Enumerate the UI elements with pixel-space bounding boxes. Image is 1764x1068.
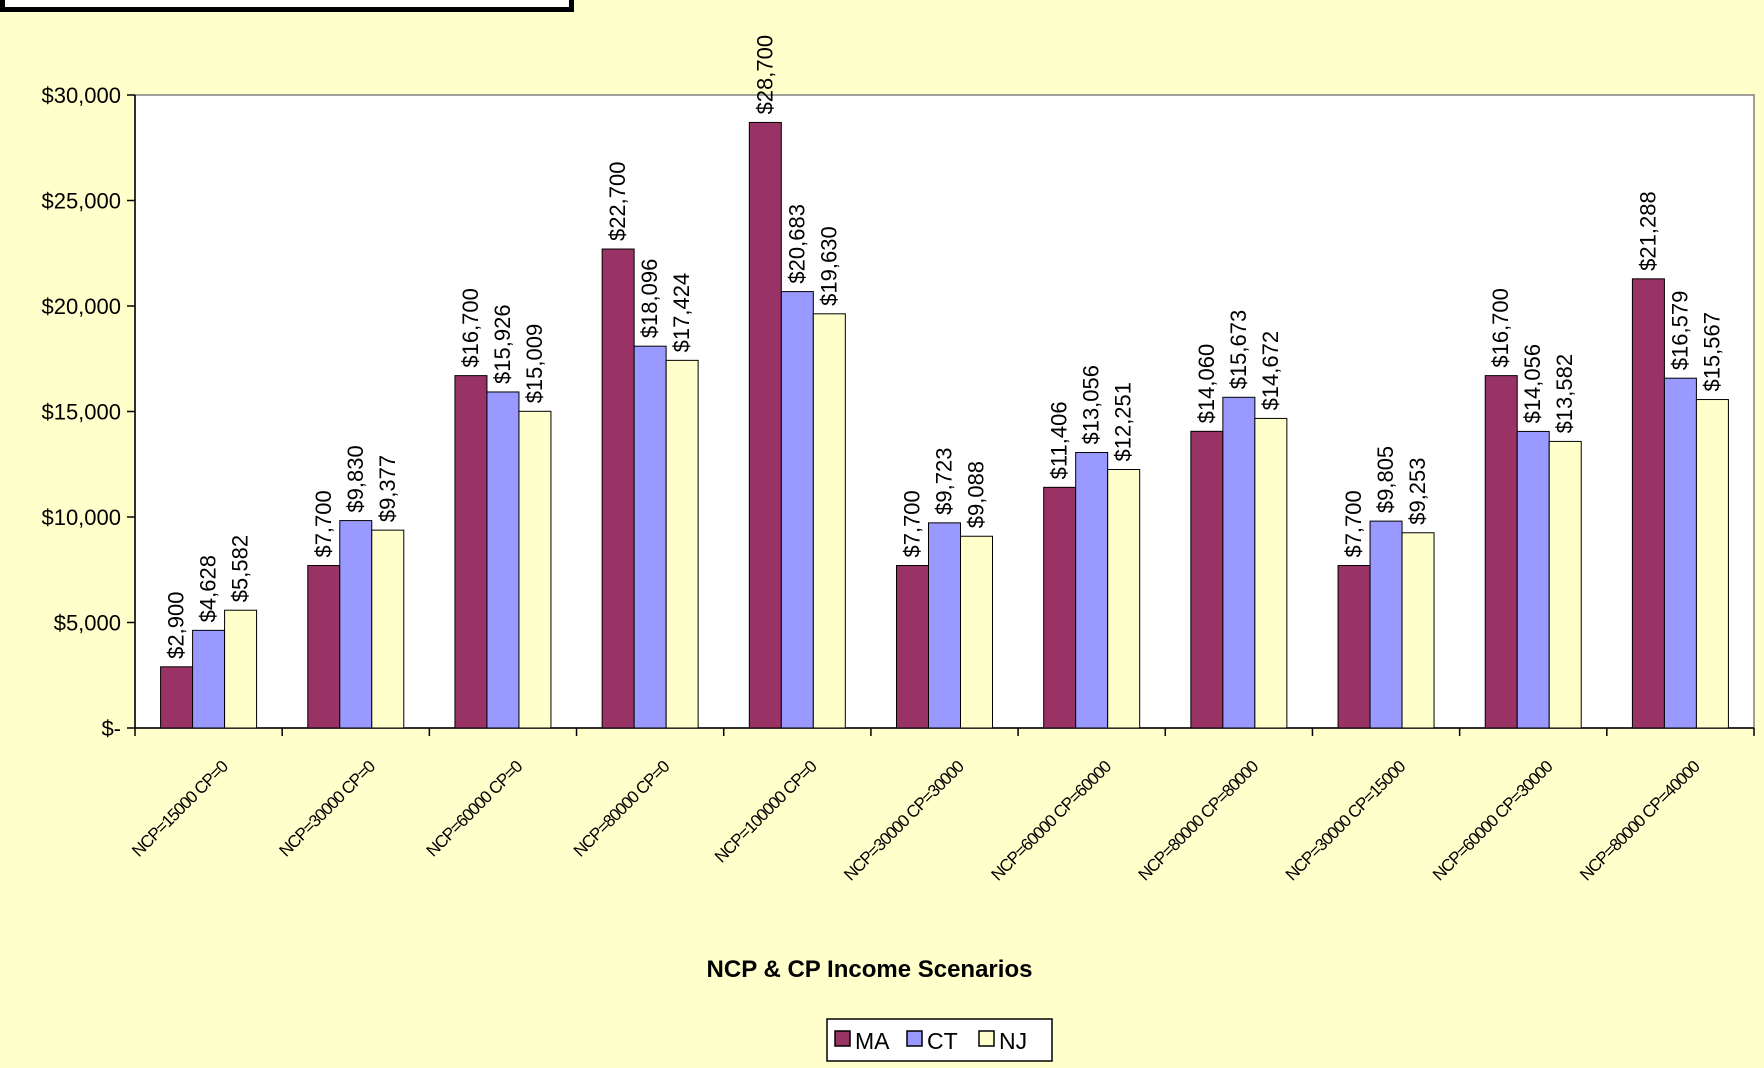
bar bbox=[1663, 377, 1697, 729]
bar bbox=[601, 248, 635, 729]
data-label: $9,830 bbox=[343, 445, 368, 512]
bar bbox=[1548, 440, 1582, 729]
data-label: $9,377 bbox=[375, 455, 400, 522]
data-label: $14,056 bbox=[1520, 344, 1545, 424]
bar bbox=[339, 520, 373, 729]
legend-label-ct: CT bbox=[927, 1028, 958, 1054]
bar bbox=[960, 535, 993, 729]
y-tick-label: $5,000 bbox=[54, 611, 121, 636]
data-label: $15,567 bbox=[1699, 312, 1724, 392]
data-label: $16,700 bbox=[458, 288, 483, 368]
data-label: $13,056 bbox=[1079, 365, 1104, 445]
bar bbox=[454, 375, 488, 729]
x-tick-label: NCP=30000 CP=30000 bbox=[840, 757, 967, 884]
x-tick-label: NCP=80000 CP=40000 bbox=[1576, 757, 1703, 884]
data-label: $9,253 bbox=[1405, 457, 1430, 524]
data-label: $18,096 bbox=[637, 259, 662, 339]
data-label: $5,582 bbox=[228, 535, 253, 602]
bar bbox=[928, 522, 961, 729]
title-box bbox=[0, 0, 574, 12]
bar bbox=[192, 629, 226, 729]
bar bbox=[1401, 532, 1435, 729]
legend bbox=[826, 1018, 1053, 1062]
x-tick-label: NCP=80000 CP=0 bbox=[570, 757, 673, 860]
y-tick-label: $30,000 bbox=[41, 83, 121, 108]
data-label: $2,900 bbox=[164, 592, 189, 659]
bar bbox=[1631, 278, 1665, 729]
bar bbox=[1695, 399, 1729, 729]
bar bbox=[1516, 430, 1550, 729]
bar bbox=[748, 121, 782, 729]
bar bbox=[633, 345, 667, 729]
bar bbox=[1369, 520, 1403, 729]
data-label: $14,672 bbox=[1258, 331, 1283, 411]
bar bbox=[1190, 430, 1224, 729]
data-label: $4,628 bbox=[196, 555, 221, 622]
data-label: $7,700 bbox=[1341, 490, 1366, 557]
legend-swatch-ma bbox=[834, 1030, 851, 1047]
bar bbox=[307, 565, 341, 729]
legend-label-nj: NJ bbox=[999, 1028, 1027, 1054]
y-tick-label: $- bbox=[101, 716, 121, 741]
x-axis-title: NCP & CP Income Scenarios bbox=[707, 956, 1033, 983]
legend-label-ma: MA bbox=[855, 1028, 890, 1054]
bar bbox=[160, 666, 194, 729]
bar bbox=[224, 609, 258, 729]
x-tick-label: NCP=60000 CP=60000 bbox=[987, 757, 1114, 884]
data-label: $9,723 bbox=[932, 448, 957, 515]
bar bbox=[1075, 452, 1109, 729]
data-label: $7,700 bbox=[311, 490, 336, 557]
data-label: $12,251 bbox=[1111, 382, 1136, 462]
x-tick-label: NCP=30000 CP=0 bbox=[275, 757, 378, 860]
y-tick-label: $15,000 bbox=[41, 400, 121, 425]
x-tick-label: NCP=30000 CP=15000 bbox=[1282, 757, 1409, 884]
data-label: $7,700 bbox=[900, 490, 925, 557]
bar bbox=[1254, 417, 1288, 729]
bar bbox=[780, 291, 814, 729]
y-tick-label: $20,000 bbox=[41, 294, 121, 319]
bar bbox=[1337, 565, 1371, 729]
bar bbox=[518, 410, 552, 729]
bar bbox=[1222, 396, 1256, 729]
data-label: $9,088 bbox=[964, 461, 989, 528]
data-label: $20,683 bbox=[784, 204, 809, 284]
data-label: $28,700 bbox=[752, 35, 777, 115]
x-tick-label: NCP=100000 CP=0 bbox=[711, 757, 820, 866]
bar bbox=[1043, 486, 1077, 729]
data-label: $17,424 bbox=[669, 273, 694, 353]
legend-swatch-nj bbox=[978, 1030, 995, 1047]
data-label: $16,700 bbox=[1488, 288, 1513, 368]
data-label: $11,406 bbox=[1047, 401, 1072, 479]
x-tick-label: NCP=80000 CP=80000 bbox=[1135, 757, 1262, 884]
y-tick-label: $10,000 bbox=[41, 505, 121, 530]
legend-swatch-ct bbox=[906, 1030, 923, 1047]
y-tick-label: $25,000 bbox=[41, 189, 121, 214]
bar bbox=[665, 359, 699, 729]
bar bbox=[812, 313, 846, 729]
data-label: $9,805 bbox=[1373, 446, 1398, 513]
data-label: $14,060 bbox=[1194, 344, 1219, 424]
data-label: $15,673 bbox=[1226, 310, 1251, 390]
data-label: $19,630 bbox=[816, 226, 841, 306]
bar bbox=[896, 565, 929, 729]
data-label: $15,926 bbox=[490, 304, 515, 384]
bar bbox=[1484, 375, 1518, 729]
data-label: $21,288 bbox=[1635, 191, 1660, 271]
data-label: $13,582 bbox=[1552, 354, 1577, 434]
x-tick-label: NCP=15000 CP=0 bbox=[128, 757, 231, 860]
data-label: $16,579 bbox=[1667, 291, 1692, 371]
bar bbox=[1107, 469, 1141, 729]
bar bbox=[371, 529, 405, 729]
x-tick-label: NCP=60000 CP=0 bbox=[423, 757, 526, 860]
bar bbox=[486, 391, 520, 729]
data-label: $15,009 bbox=[522, 324, 547, 404]
x-tick-label: NCP=60000 CP=30000 bbox=[1429, 757, 1556, 884]
data-label: $22,700 bbox=[605, 161, 630, 241]
